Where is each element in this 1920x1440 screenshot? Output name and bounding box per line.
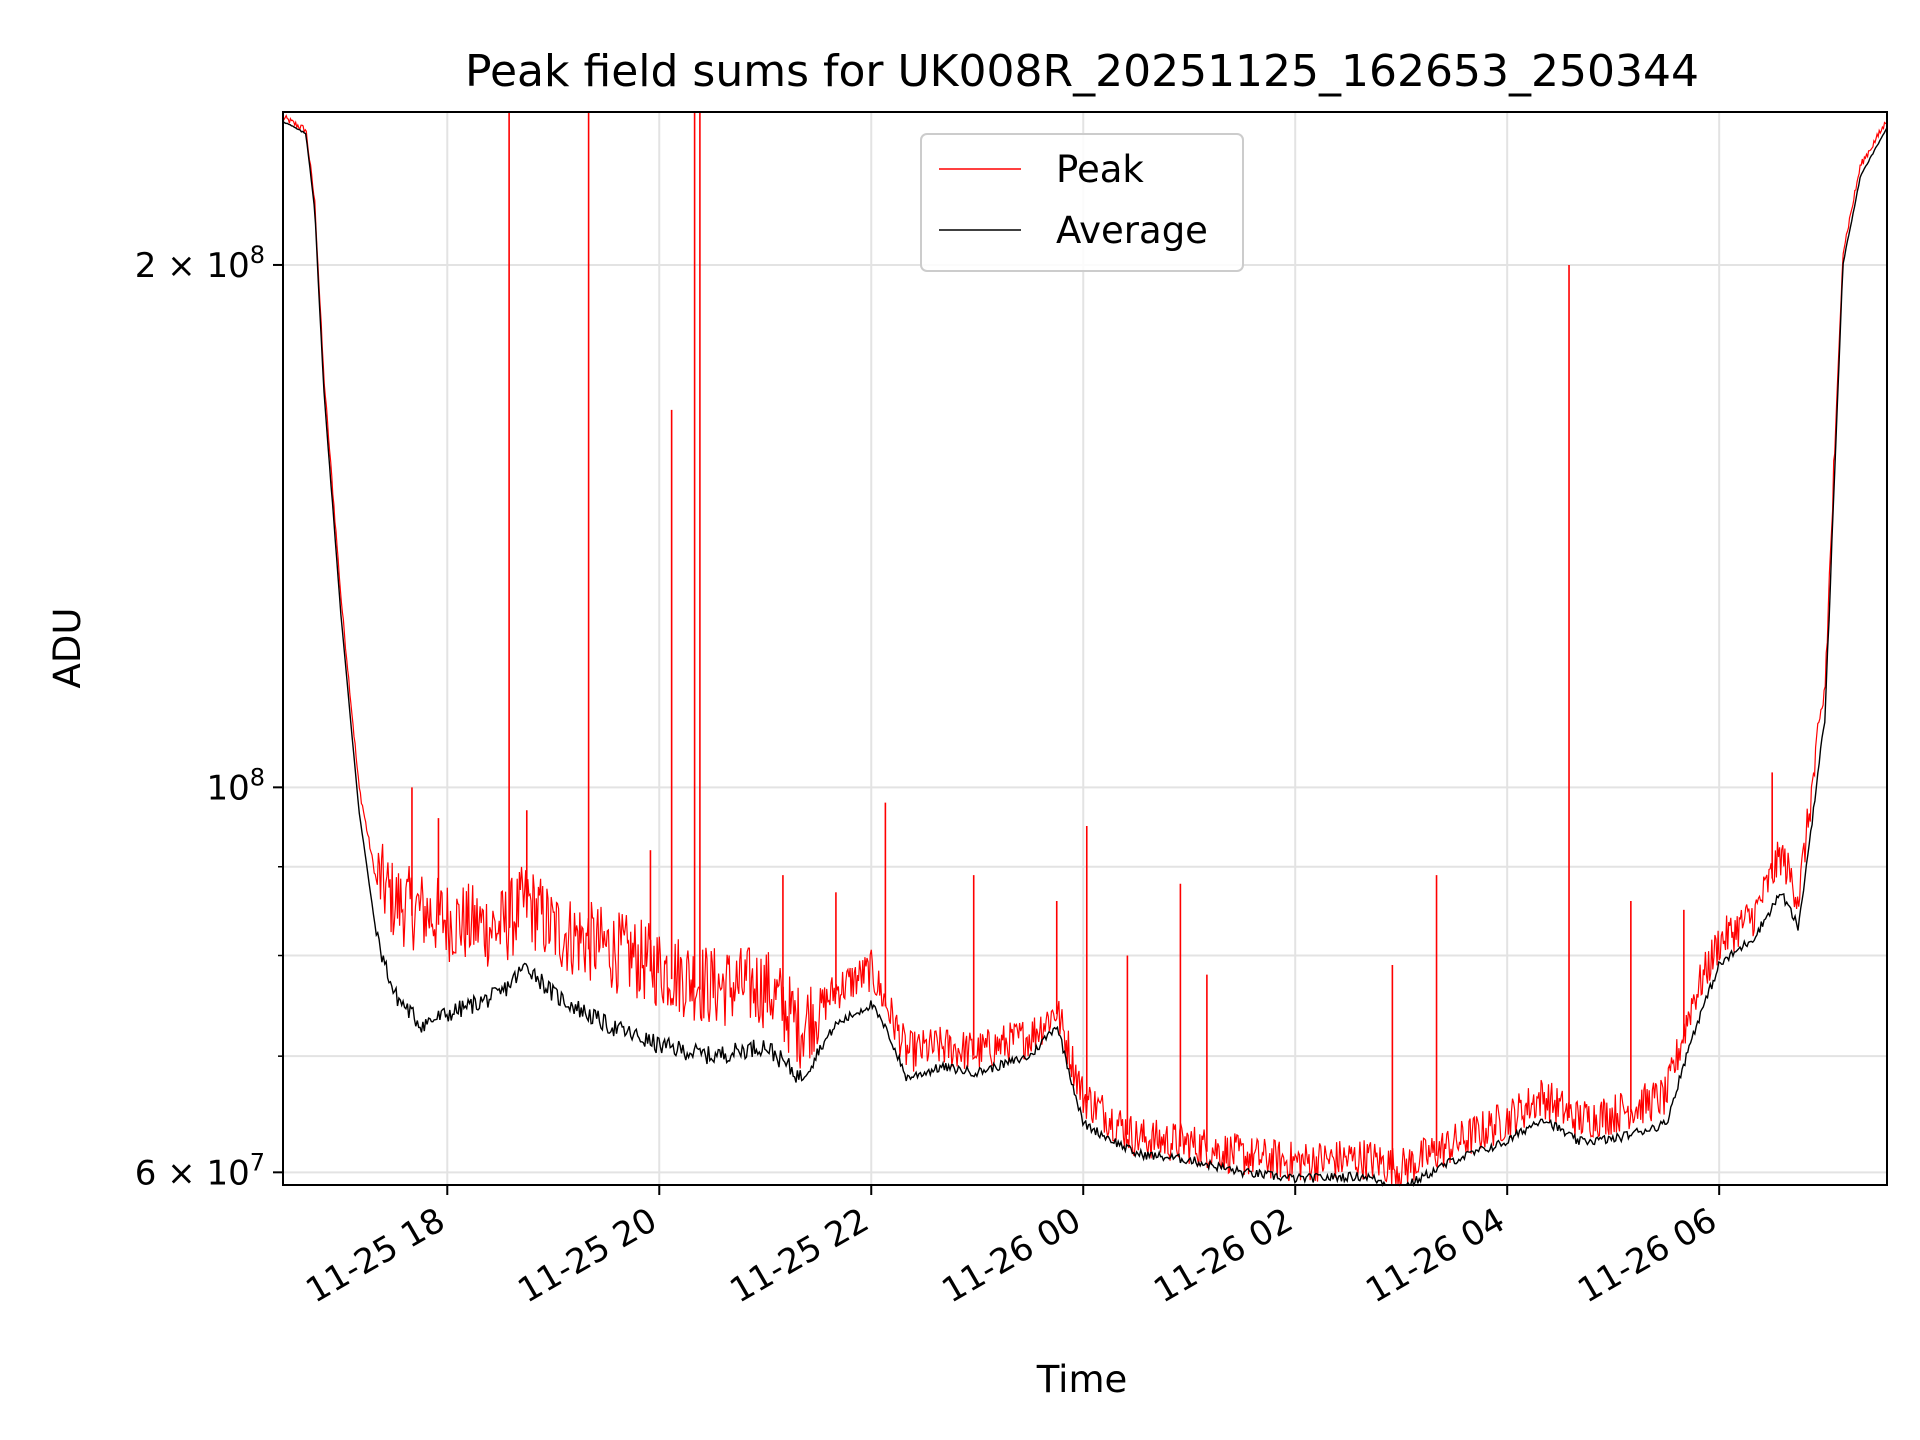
y-tick-label: 6 × 107: [135, 1148, 265, 1193]
plot-frame: [282, 111, 1888, 1186]
y-axis-ticks: 6 × 107 108 2 × 108: [135, 241, 283, 1193]
y-tick-label: 108: [206, 763, 265, 808]
x-axis-label: Time: [1036, 1358, 1128, 1401]
average-series-line: [282, 121, 1888, 1187]
axes-frame: [282, 111, 1888, 1186]
y-axis-label: ADU: [46, 608, 89, 689]
series-layer: [282, 112, 1888, 1187]
y-tick-label: 2 × 108: [135, 241, 265, 286]
legend: Peak Average: [920, 133, 1244, 272]
chart-title: Peak field sums for UK008R_20251125_1626…: [465, 46, 1699, 97]
legend-peak-label: Peak: [1056, 148, 1144, 191]
legend-average-label: Average: [1056, 209, 1208, 252]
peak-series-line: [282, 114, 1887, 1187]
